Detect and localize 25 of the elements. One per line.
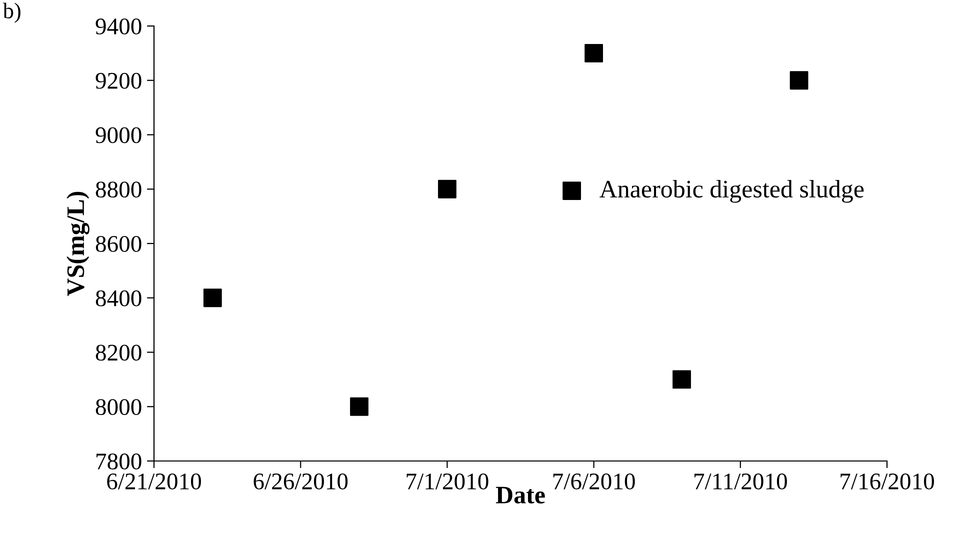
point (350, 397, 368, 416)
x-axis-title: Date (496, 486, 545, 504)
x-tick-label: 7/6/2010 (553, 473, 635, 490)
text: b) (2, 2, 20, 23)
point (672, 370, 691, 389)
y-tick-label: 8200 (96, 344, 142, 361)
point (203, 288, 222, 308)
y-tick-label: 9200 (96, 72, 142, 89)
x-tick-label: 6/21/2010 (107, 473, 201, 490)
y-tick-label: 7800 (96, 453, 142, 470)
x-tick-label: 7/16/2010 (840, 473, 934, 490)
x-tick-label: 7/1/2010 (406, 473, 488, 490)
point (438, 180, 456, 198)
y-tick-label: 8800 (96, 182, 142, 198)
y-tick-label: 8000 (96, 399, 142, 416)
y-tick-label: 9400 (96, 18, 142, 34)
point (584, 44, 603, 62)
x-tick-label: 7/11/2010 (694, 473, 787, 490)
y-tick-label: 9000 (96, 127, 142, 144)
y-tick-label: 8600 (96, 236, 142, 252)
y-axis-title: VS(mg/L) (66, 192, 90, 296)
x-tick-label: 6/26/2010 (254, 473, 348, 490)
point (790, 71, 808, 90)
legend-label: Anaerobic digested sludge (600, 180, 864, 203)
y-tick-label: 8400 (96, 290, 142, 306)
